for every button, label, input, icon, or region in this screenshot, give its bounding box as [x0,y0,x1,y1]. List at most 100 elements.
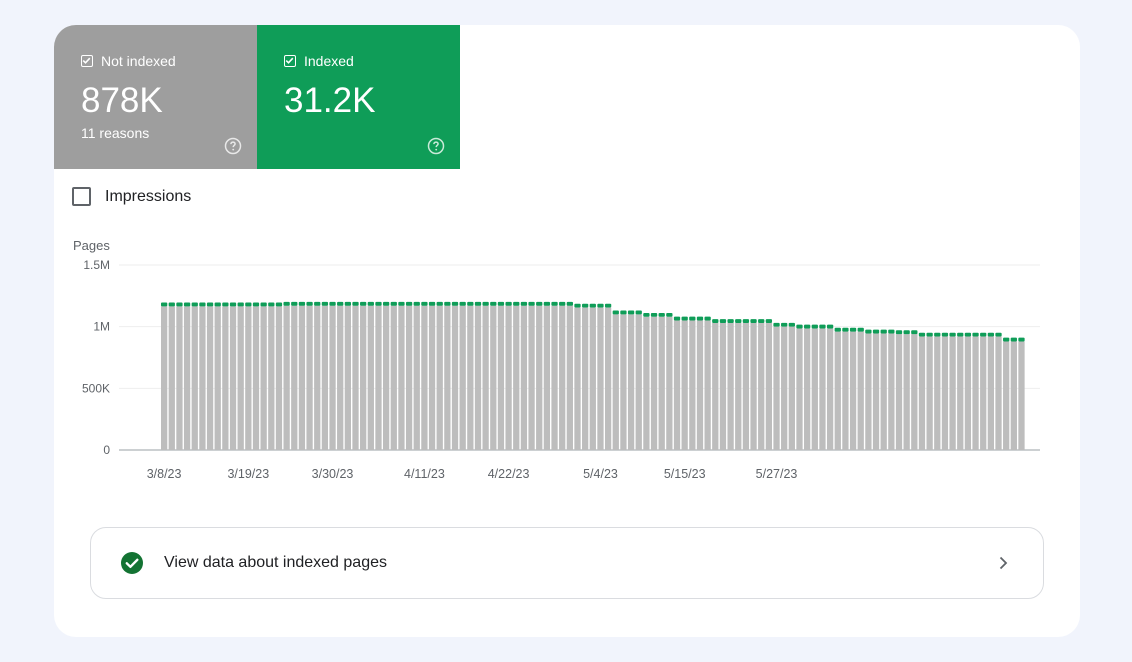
bar-indexed [398,301,405,306]
bar-indexed [268,302,275,307]
bar-not-indexed [980,336,987,450]
not-indexed-checkbox[interactable] [81,55,93,67]
bar-indexed [390,301,397,306]
bar-indexed [344,301,351,306]
indexed-checkbox[interactable] [284,55,296,67]
bar-not-indexed [474,305,482,450]
bar-not-indexed [964,336,972,450]
bar-not-indexed [528,305,535,450]
bar-not-indexed [283,305,290,450]
bar-not-indexed [712,322,719,450]
bar-not-indexed [903,334,910,450]
bar-not-indexed [987,336,995,450]
bar-not-indexed [758,322,765,450]
impressions-checkbox[interactable] [72,187,91,206]
bar-indexed [666,312,673,317]
bar-not-indexed [298,305,306,450]
bar-not-indexed [405,305,413,450]
bar-indexed [551,301,558,306]
bar-indexed [926,332,933,337]
bar-indexed [474,301,482,306]
bar-indexed [819,324,826,329]
bar-indexed [964,332,972,337]
indexed-label: Indexed [304,53,354,69]
bar-indexed [712,319,719,323]
bar-not-indexed [390,305,397,450]
bar-not-indexed [229,306,237,450]
view-indexed-pages-label: View data about indexed pages [164,554,387,571]
not-indexed-header: Not indexed [81,53,257,69]
bar-indexed [704,316,711,321]
bar-indexed [222,302,229,307]
bar-indexed [834,327,841,332]
bar-indexed [620,310,627,315]
view-indexed-pages-row[interactable]: View data about indexed pages [90,527,1044,599]
bar-indexed [306,301,313,306]
bar-indexed [360,301,367,306]
y-tick-label: 500K [82,381,110,395]
bar-not-indexed [872,333,880,450]
not-indexed-count: 878K [81,81,163,120]
bar-indexed [696,316,704,321]
bar-not-indexed [551,305,558,450]
bar-not-indexed [865,333,872,450]
bar-not-indexed [382,305,390,450]
indexed-tile[interactable]: Indexed 31.2K [257,25,460,169]
pages-chart: Pages 1.5M 1M 500K 0 3/8/23 3/19/23 3/30/23 4/11… [73,238,1040,481]
bar-not-indexed [275,306,283,450]
bar-indexed [275,302,283,307]
bar-not-indexed [612,314,619,450]
bar-indexed [168,302,175,307]
bar-indexed [826,324,834,329]
bar-not-indexed [658,316,665,450]
bar-indexed [1018,337,1025,342]
bar-not-indexed [735,322,742,450]
bar-not-indexed [620,314,627,450]
bar-indexed [513,301,520,306]
bar-not-indexed [635,314,642,450]
bar-not-indexed [314,305,321,450]
bar-indexed [972,332,979,337]
bar-indexed [918,332,926,337]
bar-indexed [405,301,413,306]
bar-indexed [482,301,489,306]
x-tick-label: 3/8/23 [147,467,182,481]
bar-not-indexed [750,322,757,450]
bar-not-indexed [360,305,367,450]
bar-not-indexed [681,320,688,450]
bar-not-indexed [957,336,964,450]
bar-indexed [941,332,949,337]
help-icon[interactable] [224,137,242,155]
bar-not-indexed [161,306,168,450]
bar-not-indexed [650,316,658,450]
chevron-right-icon [999,556,1008,570]
bar-indexed [865,329,872,334]
bar-not-indexed [719,322,727,450]
bar-indexed [849,327,857,332]
bar-not-indexed [849,331,857,450]
bar-indexed [911,330,918,335]
bar-not-indexed [306,305,313,450]
bar-indexed [980,332,987,337]
bar-indexed [727,319,734,323]
bar-indexed [245,302,252,307]
bar-indexed [206,302,214,307]
bar-not-indexed [788,326,795,450]
bar-not-indexed [268,306,275,450]
bar-indexed [252,302,260,307]
x-tick-label: 3/30/23 [312,467,354,481]
bar-indexed [214,302,221,307]
bar-not-indexed [842,331,849,450]
bar-not-indexed [1003,341,1010,450]
bar-indexed [903,330,910,335]
impressions-toggle[interactable]: Impressions [72,187,191,206]
bar-not-indexed [773,326,780,450]
bar-indexed [582,303,589,308]
help-icon[interactable] [427,137,445,155]
bar-indexed [382,301,390,306]
bar-not-indexed [428,305,436,450]
not-indexed-reasons: 11 reasons [81,125,150,141]
bar-indexed [804,324,811,329]
bar-indexed [872,329,880,334]
not-indexed-tile[interactable]: Not indexed 878K 11 reasons [54,25,257,169]
